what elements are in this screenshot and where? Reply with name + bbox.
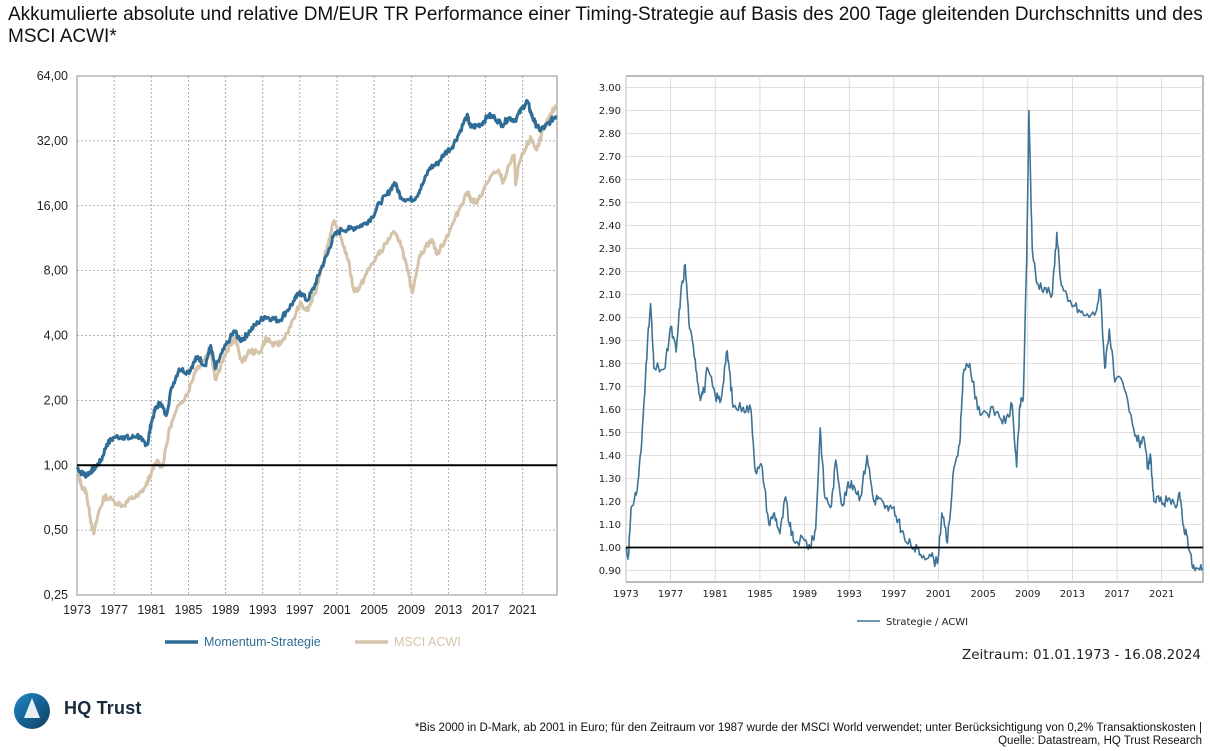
right-y-tick-label: 2.70: [599, 152, 621, 163]
right-x-tick-label: 2021: [1149, 589, 1174, 600]
right-y-tick-label: 1.70: [599, 382, 621, 393]
right-x-tick-label: 1981: [703, 589, 728, 600]
left-series-msci-line: [75, 104, 558, 536]
right-y-tick-label: 2.30: [599, 244, 621, 255]
legend-label-ratio: Strategie / ACWI: [886, 617, 968, 628]
left-x-tick-label: 1973: [63, 603, 91, 617]
left-y-tick-label: 2,00: [44, 393, 68, 407]
right-x-tick-label: 2001: [926, 589, 951, 600]
left-y-tick-label: 0,25: [44, 588, 68, 602]
right-x-tick-label: 1985: [747, 589, 772, 600]
right-y-tick-label: 1.10: [599, 520, 621, 531]
right-y-tick-label: 1.30: [599, 474, 621, 485]
legend-label-momentum: Momentum-Strategie: [204, 635, 321, 649]
left-y-tick-label: 16,00: [37, 199, 68, 213]
left-y-tick-label: 64,00: [37, 69, 68, 83]
left-x-tick-label: 2009: [397, 603, 425, 617]
footnote: *Bis 2000 in D-Mark, ab 2001 in Euro; fü…: [302, 722, 1202, 748]
right-x-tick-label: 1997: [881, 589, 906, 600]
right-y-tick-label: 2.60: [599, 175, 621, 186]
right-x-tick-label: 2017: [1104, 589, 1129, 600]
right-y-tick-label: 2.40: [599, 221, 621, 232]
left-chart-absolute-performance: 0,25 0,50 1,00 2,00 4,00 8,00 16,00 32,00 64,00 1…: [37, 69, 558, 649]
right-y-tick-label: 2.90: [599, 106, 621, 117]
chart-title: Akkumulierte absolute und relative DM/EU…: [8, 4, 1203, 47]
left-y-tick-label: 1,00: [44, 458, 68, 472]
right-x-tick-label: 2009: [1015, 589, 1040, 600]
left-y-tick-label: 0,50: [44, 523, 68, 537]
right-x-tick-label: 1977: [658, 589, 683, 600]
left-x-tick-label: 1989: [212, 603, 240, 617]
left-x-tick-label: 2021: [509, 603, 537, 617]
right-x-tick-label: 2013: [1060, 589, 1085, 600]
right-y-tick-label: 2.00: [599, 313, 621, 324]
right-y-tick-label: 2.50: [599, 198, 621, 209]
logo-text: HQ Trust: [64, 698, 142, 718]
left-y-tick-label: 32,00: [37, 134, 68, 148]
left-series-momentum-line: [75, 99, 558, 479]
right-chart-relative-performance: 0.90 1.00 1.10 1.20 1.30 1.40 1.50 1.60 1.70 1.80…: [599, 75, 1204, 628]
right-x-tick-label: 1989: [792, 589, 817, 600]
right-plot-area: [625, 75, 1204, 583]
footnote-source: Quelle: Datastream, HQ Trust Research: [998, 735, 1202, 747]
right-x-tick-label: 1973: [613, 589, 638, 600]
left-x-tick-label: 2013: [434, 603, 462, 617]
zeitraum-label: Zeitraum: 01.01.1973 - 16.08.2024: [961, 647, 1201, 663]
left-y-tick-label: 8,00: [44, 264, 68, 278]
left-x-tick-label: 1985: [175, 603, 203, 617]
hq-trust-logo-icon: [14, 693, 50, 729]
right-y-tick-label: 1.20: [599, 497, 621, 508]
right-y-tick-label: 2.20: [599, 267, 621, 278]
right-y-tick-label: 1.90: [599, 336, 621, 347]
hq-trust-logo: HQ Trust: [12, 690, 152, 734]
footnote-line-1: *Bis 2000 in D-Mark, ab 2001 in Euro; fü…: [414, 722, 1202, 734]
legend-label-msci: MSCI ACWI: [394, 635, 461, 649]
right-y-tick-label: 1.60: [599, 405, 621, 416]
right-y-tick-label: 2.10: [599, 290, 621, 301]
right-y-tick-label: 3.00: [599, 83, 621, 94]
right-y-tick-label: 1.80: [599, 359, 621, 370]
left-x-tick-label: 1997: [286, 603, 314, 617]
left-x-tick-label: 1993: [249, 603, 277, 617]
right-y-tick-label: 1.50: [599, 428, 621, 439]
left-x-tick-label: 2017: [472, 603, 500, 617]
right-series-ratio-line: [625, 109, 1203, 572]
right-x-tick-label: 1993: [836, 589, 861, 600]
right-y-tick-label: 1.00: [599, 543, 621, 554]
left-x-tick-label: 1981: [137, 603, 165, 617]
right-y-tick-label: 2.80: [599, 129, 621, 140]
left-y-tick-label: 4,00: [44, 329, 68, 343]
left-x-tick-label: 1977: [100, 603, 128, 617]
left-x-tick-label: 2005: [360, 603, 388, 617]
right-x-tick-label: 2005: [970, 589, 995, 600]
left-x-tick-label: 2001: [323, 603, 351, 617]
right-y-tick-label: 0.90: [599, 566, 621, 577]
right-y-tick-label: 1.40: [599, 451, 621, 462]
